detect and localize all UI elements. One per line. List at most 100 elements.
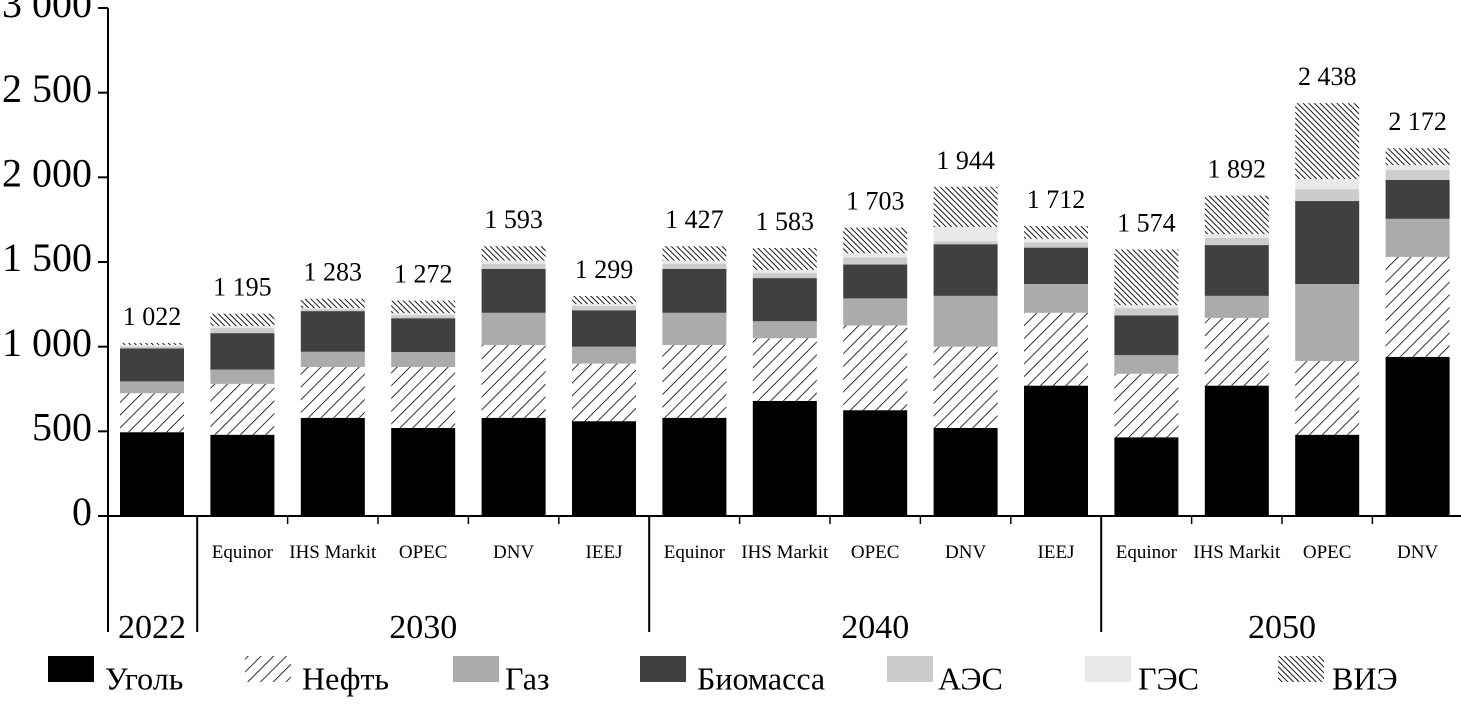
bar-segment <box>933 226 998 242</box>
bar-segment <box>210 434 275 516</box>
legend-label: АЭС <box>938 660 1003 696</box>
bar-segment <box>481 260 546 264</box>
x-tick-label: Equinor <box>663 542 725 563</box>
y-tick-label: 0 <box>72 489 92 534</box>
bar-segment <box>843 227 908 254</box>
total-label: 1 583 <box>756 207 815 236</box>
bar-segment <box>1204 295 1269 318</box>
bar-segment <box>1114 308 1179 316</box>
y-tick-label: 2 000 <box>2 151 92 196</box>
bar-segment <box>481 417 546 516</box>
bar-segment <box>1204 317 1269 386</box>
bar-segment <box>120 348 184 382</box>
bar-segment <box>1385 148 1450 165</box>
legend-swatch <box>1085 656 1131 682</box>
bar-segment <box>1024 284 1088 313</box>
bar-segment <box>210 313 275 327</box>
bar-segment <box>300 311 365 352</box>
group-label: 2050 <box>1248 609 1316 646</box>
legend-label: Биомасса <box>697 660 825 696</box>
y-tick-label: 2 500 <box>2 66 92 111</box>
bar-segment <box>391 313 456 316</box>
group-label: 2040 <box>841 609 909 646</box>
bar-segment <box>391 427 456 516</box>
bar-segment <box>843 253 908 258</box>
bar-segment <box>572 346 636 364</box>
bar-segment <box>752 400 817 516</box>
y-tick-label: 1 000 <box>2 320 92 365</box>
bar-segment <box>1204 385 1269 516</box>
bar-segment <box>210 328 275 334</box>
bar-segment <box>1114 373 1179 438</box>
legend-label: Газ <box>505 660 550 696</box>
bar-segment <box>933 295 998 347</box>
bar-segment <box>1024 312 1088 386</box>
bar-segment <box>1024 226 1088 239</box>
bar-segment <box>1204 234 1269 238</box>
bar-segment <box>1114 315 1179 356</box>
total-label: 1 703 <box>846 187 905 216</box>
bar-segment <box>481 344 546 418</box>
legend-swatch <box>453 656 499 682</box>
bar-segment <box>843 257 908 265</box>
total-label: 1 944 <box>936 146 995 175</box>
bar-segment <box>662 263 727 269</box>
total-label: 2 172 <box>1388 107 1447 136</box>
x-tick-label: OPEC <box>1302 542 1352 563</box>
bar-segment <box>1295 284 1360 362</box>
group-label: 2030 <box>389 609 457 646</box>
bar-segment <box>933 346 998 428</box>
bar-segment <box>1295 179 1360 190</box>
bar-segment <box>120 346 184 349</box>
bar-segment <box>1114 249 1179 306</box>
bar-segment <box>662 344 727 418</box>
total-label: 1 593 <box>484 205 543 234</box>
bar-segment <box>572 296 636 304</box>
bar-segment <box>843 325 908 411</box>
x-tick-label: IHS Markit <box>741 542 829 563</box>
bar-segment <box>1295 434 1360 516</box>
legend-swatch <box>640 656 686 682</box>
total-label: 1 712 <box>1027 185 1086 214</box>
bar-segment <box>210 369 275 384</box>
total-label: 1 195 <box>213 273 272 302</box>
bar-segment <box>300 298 365 309</box>
x-tick-label: DNV <box>945 542 987 563</box>
bar-segment <box>120 381 184 394</box>
x-tick-label: DNV <box>1397 542 1439 563</box>
bar-segment <box>210 383 275 435</box>
bar-segment <box>120 344 184 347</box>
bar-segment <box>1114 305 1179 309</box>
x-tick-label: OPEC <box>398 542 448 563</box>
bar-segment <box>300 417 365 516</box>
y-tick-label: 3 000 <box>2 0 92 26</box>
x-tick-label: Equinor <box>211 542 273 563</box>
bar-segment <box>1385 179 1450 219</box>
bar-segment <box>1295 189 1360 202</box>
total-label: 1 272 <box>394 260 453 289</box>
legend-swatch <box>1278 656 1324 682</box>
bar-segment <box>1204 195 1269 235</box>
x-tick-label: IEEJ <box>1037 542 1075 563</box>
bar-segment <box>933 186 998 227</box>
bar-segment <box>752 321 817 339</box>
bar-segment <box>1114 355 1179 374</box>
total-label: 1 299 <box>575 255 634 284</box>
bar-segment <box>752 273 817 279</box>
bar-segment <box>120 432 184 516</box>
total-label: 2 438 <box>1298 62 1357 91</box>
bar-segment <box>210 326 275 329</box>
bar-segment <box>1295 201 1360 285</box>
total-label: 1 022 <box>123 302 182 331</box>
legend-label: Нефть <box>302 660 389 696</box>
bar-segment <box>933 427 998 516</box>
bar-segment <box>752 338 817 401</box>
bar-segment <box>1204 245 1269 296</box>
bar-segment <box>662 312 727 345</box>
bar-segment <box>481 263 546 269</box>
bar-segment <box>300 351 365 367</box>
bar-segment <box>1024 385 1088 516</box>
legend-label: ГЭС <box>1138 660 1199 696</box>
